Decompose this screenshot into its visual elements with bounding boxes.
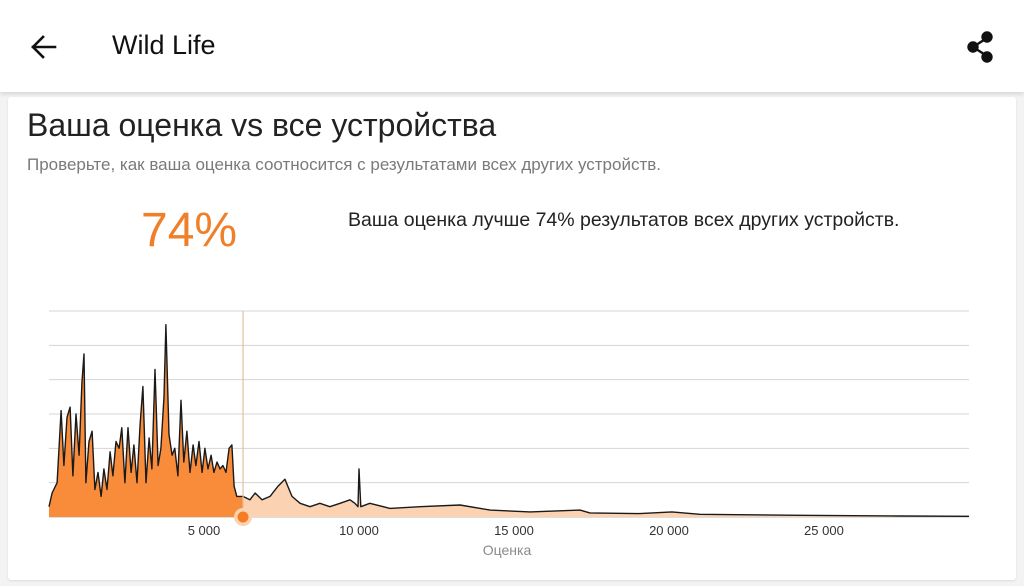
share-button[interactable] xyxy=(967,31,993,63)
card-title: Ваша оценка vs все устройства xyxy=(27,107,497,143)
card-subtitle: Проверьте, как ваша оценка соотносится с… xyxy=(27,155,662,174)
percentile: 74% xyxy=(141,204,238,257)
area-below xyxy=(49,324,244,517)
card: Ваша оценка vs все устройства Проверьте,… xyxy=(8,97,1016,580)
back-button[interactable] xyxy=(31,35,57,59)
x-tick-label: 20 000 xyxy=(649,523,689,538)
app-bar: Wild Life xyxy=(0,0,1024,92)
x-tick-label: 15 000 xyxy=(494,523,534,538)
user-score-marker xyxy=(237,511,249,523)
x-tick-label: 10 000 xyxy=(339,523,379,538)
distribution-line xyxy=(48,324,970,517)
distribution-chart: 5 000 10 000 15 000 20 000 25 000 Оценка xyxy=(48,310,970,558)
app-bar-icons xyxy=(31,31,993,63)
x-tick-label: 25 000 xyxy=(804,523,844,538)
percentile-sentence: Ваша оценка лучше 74% результатов всех д… xyxy=(348,209,900,231)
x-axis-label: Оценка xyxy=(483,542,532,558)
app-title: Wild Life xyxy=(112,30,216,60)
x-tick-label: 5 000 xyxy=(188,523,221,538)
